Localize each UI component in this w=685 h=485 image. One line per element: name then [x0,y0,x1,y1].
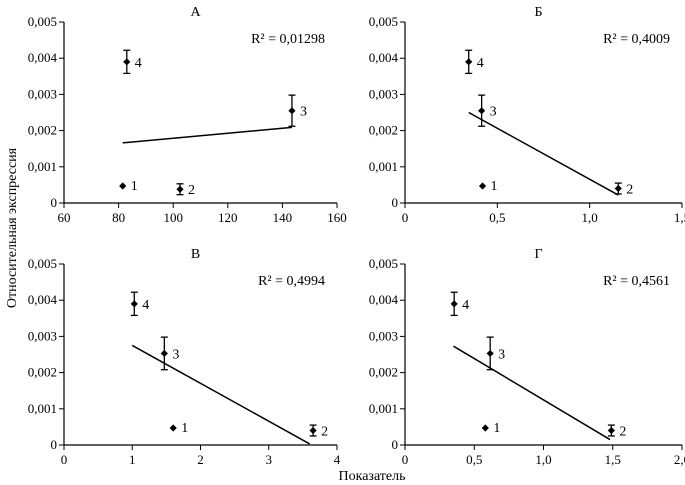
regression-line [468,111,619,196]
point-label: 3 [172,347,179,362]
x-axis-title: Показатель [339,469,406,484]
y-tick-label: 0,003 [28,86,57,101]
point-label: 4 [142,298,149,313]
data-point [465,58,473,66]
y-tick-label: 0,004 [369,292,399,307]
y-tick-label: 0,003 [369,86,398,101]
x-tick-label: 3 [266,452,273,467]
data-point [119,182,127,190]
y-tick-label: 0 [51,437,58,452]
point-label: 2 [321,425,328,440]
x-tick-label: 1,0 [535,452,551,467]
x-tick-label: 140 [273,210,293,225]
r-squared-label: R² = 0,01298 [251,32,325,47]
y-tick-label: 0,005 [369,256,398,271]
point-label: 4 [462,298,469,313]
data-point [486,349,494,358]
point-label: 2 [619,425,626,440]
point-label: 2 [188,183,195,198]
point-label: 3 [498,347,505,362]
point-label: 1 [181,421,188,436]
x-tick-label: 4 [334,452,341,467]
data-point [607,426,615,435]
x-tick-label: 2,0 [674,452,685,467]
y-tick-label: 0,001 [28,401,57,416]
y-axis-title: Относительная экспрессия [5,147,20,308]
point-label: 3 [490,105,497,120]
x-tick-label: 0 [402,210,409,225]
data-point [160,349,168,358]
x-tick-label: 60 [58,210,71,225]
data-point [309,426,317,435]
y-tick-label: 0,005 [28,14,57,29]
panel-1: 0 0,001 0,002 0,003 0,004 0,005 60 80 100 120 140 1… [28,5,347,225]
y-tick-label: 0,004 [28,292,58,307]
regression-line [122,126,293,144]
panel-3: 0 0,001 0,002 0,003 0,004 0,005 0 1 2 3 4 В R² = 0,4… [28,247,341,467]
y-tick-label: 0,003 [369,328,398,343]
point-label: 3 [300,105,307,120]
data-point [176,185,184,193]
y-tick-label: 0,004 [369,50,399,65]
regression-line [131,344,311,445]
r-squared-label: R² = 0,4994 [258,274,325,289]
data-point [614,184,622,193]
x-tick-label: 0,5 [466,452,482,467]
y-tick-label: 0,001 [28,159,57,174]
data-point [478,182,487,190]
panel-2: 0 0,001 0,002 0,003 0,004 0,005 0 0,5 1,0 1,5 Б R² … [369,5,685,225]
x-tick-label: 1,5 [605,452,621,467]
point-label: 1 [493,421,500,436]
panel-4: 0 0,001 0,002 0,003 0,004 0,005 0 0,5 1,0 1,5 2,0 Г… [369,247,685,467]
x-tick-label: 2 [197,452,204,467]
x-tick-label: 0,5 [489,210,505,225]
data-point [478,107,486,115]
y-tick-label: 0,005 [369,14,398,29]
x-tick-label: 0 [61,452,68,467]
x-tick-label: 120 [218,210,238,225]
data-point [450,300,458,308]
panel-title: Г [534,247,542,262]
point-label: 1 [491,179,498,194]
y-tick-label: 0,002 [28,123,57,138]
point-label: 1 [131,179,138,194]
y-tick-label: 0,002 [369,365,398,380]
x-tick-label: 1,0 [582,210,598,225]
y-tick-label: 0,003 [28,328,57,343]
regression-line [453,345,611,441]
y-tick-label: 0,004 [28,50,58,65]
x-tick-label: 1 [129,452,136,467]
y-tick-label: 0 [392,437,399,452]
data-point [130,300,138,308]
x-tick-label: 100 [163,210,183,225]
y-tick-label: 0,001 [369,159,398,174]
data-point [481,424,489,432]
panel-title: Б [534,5,542,20]
panel-title: В [191,247,200,262]
y-tick-label: 0,005 [28,256,57,271]
panel-title: А [190,5,201,20]
data-point [169,424,177,432]
y-tick-label: 0,001 [369,401,398,416]
r-squared-label: R² = 0,4009 [603,32,670,47]
point-label: 2 [626,183,633,198]
y-tick-label: 0 [51,195,58,210]
data-point [123,58,131,66]
y-tick-label: 0,002 [369,123,398,138]
x-tick-label: 80 [112,210,125,225]
y-tick-label: 0 [392,195,399,210]
x-tick-label: 160 [327,210,347,225]
point-label: 4 [135,56,142,71]
point-label: 4 [477,56,484,71]
data-point [288,107,296,115]
y-tick-label: 0,002 [28,365,57,380]
x-tick-label: 1,5 [674,210,685,225]
r-squared-label: R² = 0,4561 [603,274,670,289]
x-tick-label: 0 [402,452,409,467]
